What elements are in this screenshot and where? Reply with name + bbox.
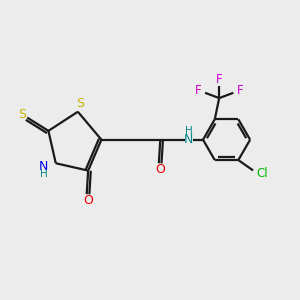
Text: S: S xyxy=(18,108,26,121)
Text: F: F xyxy=(216,73,223,86)
Text: O: O xyxy=(83,194,93,207)
Text: S: S xyxy=(76,97,84,110)
Text: F: F xyxy=(195,84,202,97)
Text: Cl: Cl xyxy=(257,167,268,180)
Text: F: F xyxy=(236,84,243,97)
Text: N: N xyxy=(184,133,194,146)
Text: N: N xyxy=(39,160,48,173)
Text: H: H xyxy=(185,126,193,136)
Text: H: H xyxy=(40,169,47,179)
Text: O: O xyxy=(155,163,165,176)
